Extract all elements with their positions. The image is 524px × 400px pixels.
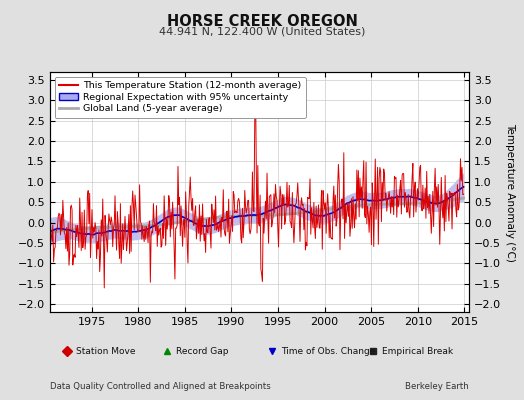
- Legend: This Temperature Station (12-month average), Regional Expectation with 95% uncer: This Temperature Station (12-month avera…: [54, 77, 306, 118]
- Text: Record Gap: Record Gap: [177, 347, 229, 356]
- Text: 44.941 N, 122.400 W (United States): 44.941 N, 122.400 W (United States): [159, 26, 365, 36]
- Text: Berkeley Earth: Berkeley Earth: [405, 382, 469, 391]
- Text: Empirical Break: Empirical Break: [382, 347, 453, 356]
- Text: Data Quality Controlled and Aligned at Breakpoints: Data Quality Controlled and Aligned at B…: [50, 382, 270, 391]
- Text: Time of Obs. Change: Time of Obs. Change: [281, 347, 376, 356]
- Y-axis label: Temperature Anomaly (°C): Temperature Anomaly (°C): [505, 122, 515, 262]
- Text: HORSE CREEK OREGON: HORSE CREEK OREGON: [167, 14, 357, 29]
- Text: Station Move: Station Move: [76, 347, 135, 356]
